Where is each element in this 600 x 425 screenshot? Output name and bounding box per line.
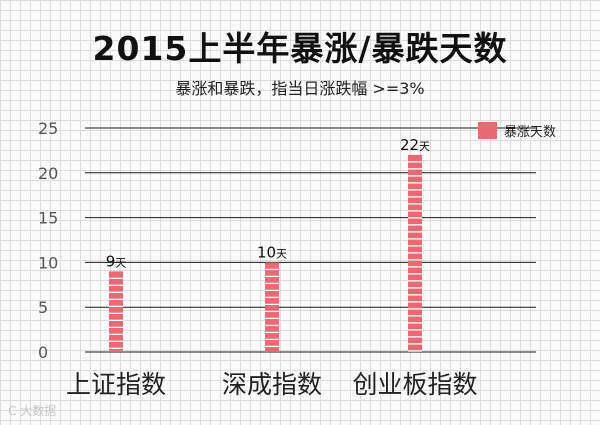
x-category-label: 上证指数 — [66, 370, 166, 399]
data-label: 10天 — [257, 243, 287, 261]
bar — [109, 271, 123, 352]
legend-swatch — [478, 122, 497, 139]
y-tick-label: 20 — [38, 164, 58, 183]
y-tick-label: 5 — [38, 298, 48, 317]
y-tick-label: 15 — [38, 209, 58, 228]
legend-label: 暴涨天数 — [504, 125, 557, 140]
chart-subtitle: 暴涨和暴跌，指当日涨跌幅 >=3% — [175, 79, 425, 98]
data-label: 22天 — [400, 136, 430, 154]
bar — [265, 262, 279, 352]
legend: 暴涨天数 — [478, 121, 556, 140]
data-label: 9天 — [106, 252, 127, 270]
chart-title: 2015上半年暴涨/暴跌天数 — [92, 29, 508, 68]
y-tick-label: 10 — [38, 253, 58, 272]
watermark: C 大数据 — [8, 404, 57, 418]
y-tick-label: 0 — [38, 343, 48, 362]
x-category-label: 深成指数 — [222, 370, 322, 399]
y-tick-label: 25 — [38, 119, 58, 138]
x-category-label: 创业板指数 — [352, 370, 477, 399]
